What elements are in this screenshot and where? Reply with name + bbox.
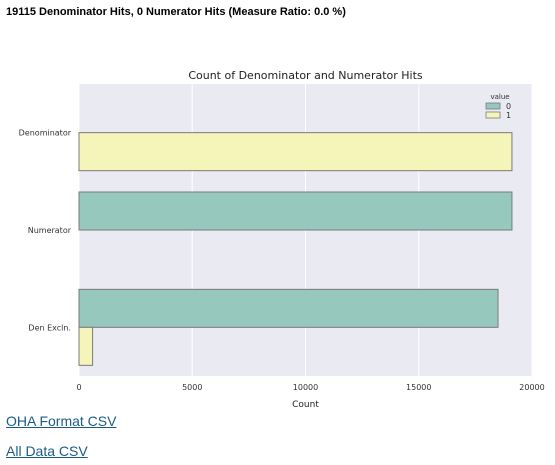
x-tick-label: 5000 [182, 383, 202, 392]
legend-label: 0 [506, 102, 511, 111]
legend-title: value [490, 93, 509, 101]
legend-label: 1 [506, 111, 511, 120]
summary-heading: 19115 Denominator Hits, 0 Numerator Hits… [6, 6, 346, 18]
y-tick-label: Denominator [19, 129, 72, 138]
bar-den-excln--value-0 [79, 289, 498, 327]
x-tick-labels: 0 5000 10000 15000 20000 [76, 383, 544, 392]
x-tick-label: 20000 [519, 383, 544, 392]
y-tick-label: Den Excln. [28, 323, 71, 332]
x-tick-label: 0 [76, 383, 81, 392]
hits-chart-svg: Count of Denominator and Numerator Hits … [0, 66, 555, 411]
bar-numerator-value-0 [79, 192, 512, 230]
bar-denominator-value-1 [79, 133, 512, 171]
hits-chart: Count of Denominator and Numerator Hits … [0, 66, 555, 416]
bar-den-excln--value-1 [79, 327, 93, 365]
chart-title: Count of Denominator and Numerator Hits [188, 69, 423, 82]
x-tick-label: 10000 [293, 383, 318, 392]
oha-format-csv-link[interactable]: OHA Format CSV [6, 413, 116, 429]
all-data-csv-link[interactable]: All Data CSV [6, 443, 88, 459]
y-tick-labels: Denominator Numerator Den Excln. [19, 129, 72, 333]
y-tick-label: Numerator [28, 226, 72, 235]
legend-swatch [486, 103, 500, 109]
x-axis-label: Count [292, 400, 319, 410]
legend-swatch [486, 112, 500, 118]
x-tick-label: 15000 [406, 383, 431, 392]
